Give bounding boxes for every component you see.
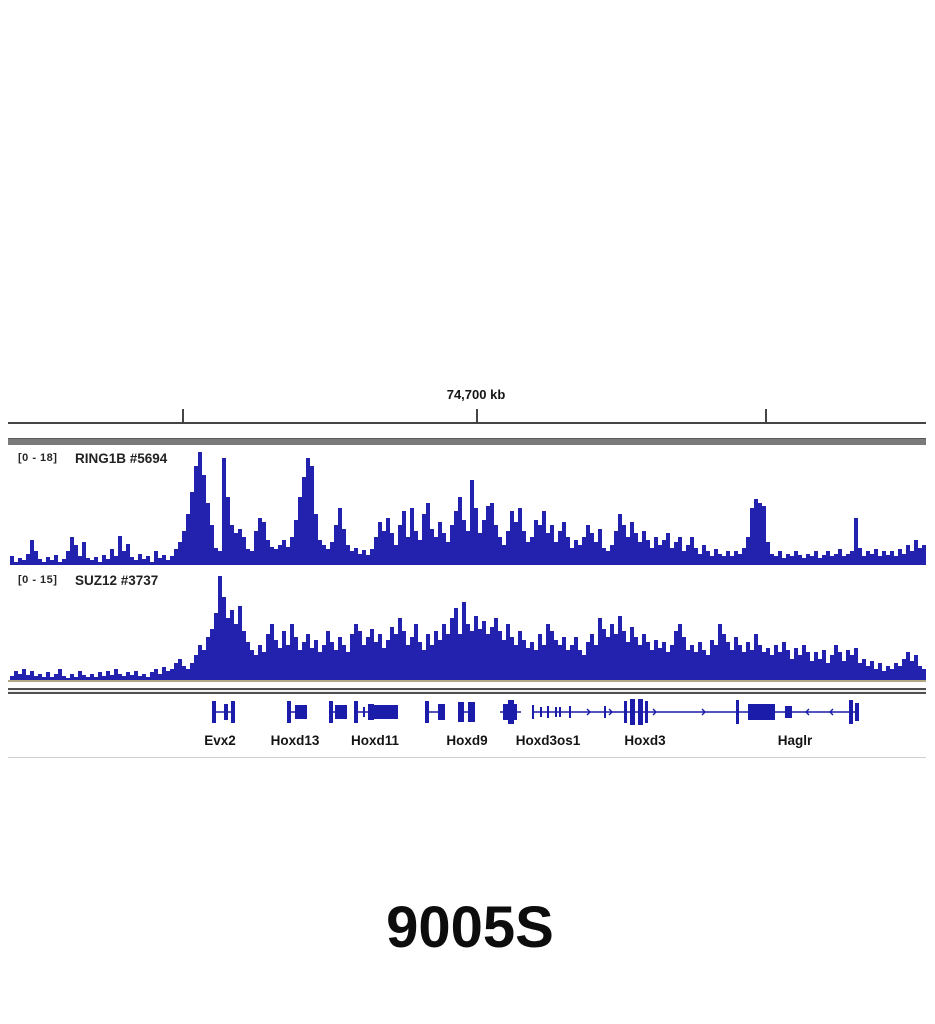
track-ring1b-header: [0 - 18] RING1B #5694 (8, 451, 926, 467)
gene-annotations (212, 699, 859, 725)
gene-label: Evx2 (204, 733, 236, 748)
track-ring1b: [0 - 18] RING1B #5694 (8, 448, 926, 565)
divider-line-bottom (8, 692, 926, 694)
track-suz12-header: [0 - 15] SUZ12 #3737 (8, 573, 926, 589)
ruler-tick (476, 409, 478, 422)
panel-separator-bar (8, 438, 926, 445)
gene-label: Hoxd3 (624, 733, 666, 748)
gene-label: Hoxd9 (446, 733, 488, 748)
track-baseline (8, 680, 926, 682)
gene-label: Hoxd13 (270, 733, 320, 748)
ruler-position-label: 74,700 kb (446, 387, 506, 402)
track-suz12-range: [0 - 15] (18, 574, 58, 586)
double-line-divider (8, 688, 926, 694)
divider-line-top (8, 688, 926, 690)
suz12-signal-chart (10, 576, 926, 682)
ruler-tick (765, 409, 767, 422)
track-ring1b-name: RING1B #5694 (75, 451, 168, 466)
track-ring1b-range: [0 - 18] (18, 452, 58, 464)
gene-label: Hoxd11 (350, 733, 400, 748)
gene-annotation-track: Evx2 Hoxd13 Hoxd11 Hoxd9 Hoxd3os1 Hoxd3 Haglr (8, 696, 926, 756)
ring1b-signal-chart (10, 452, 926, 565)
track-suz12: [0 - 15] SUZ12 #3737 (8, 570, 926, 682)
ruler-line (8, 409, 926, 424)
ruler-tick (182, 409, 184, 422)
divider-gap (8, 690, 926, 692)
gene-label: Haglr (777, 733, 813, 748)
gene-label: Hoxd3os1 (515, 733, 581, 748)
track-suz12-name: SUZ12 #3737 (75, 573, 159, 588)
product-code: 9005S (386, 895, 554, 960)
panel-bottom-border (8, 757, 926, 758)
